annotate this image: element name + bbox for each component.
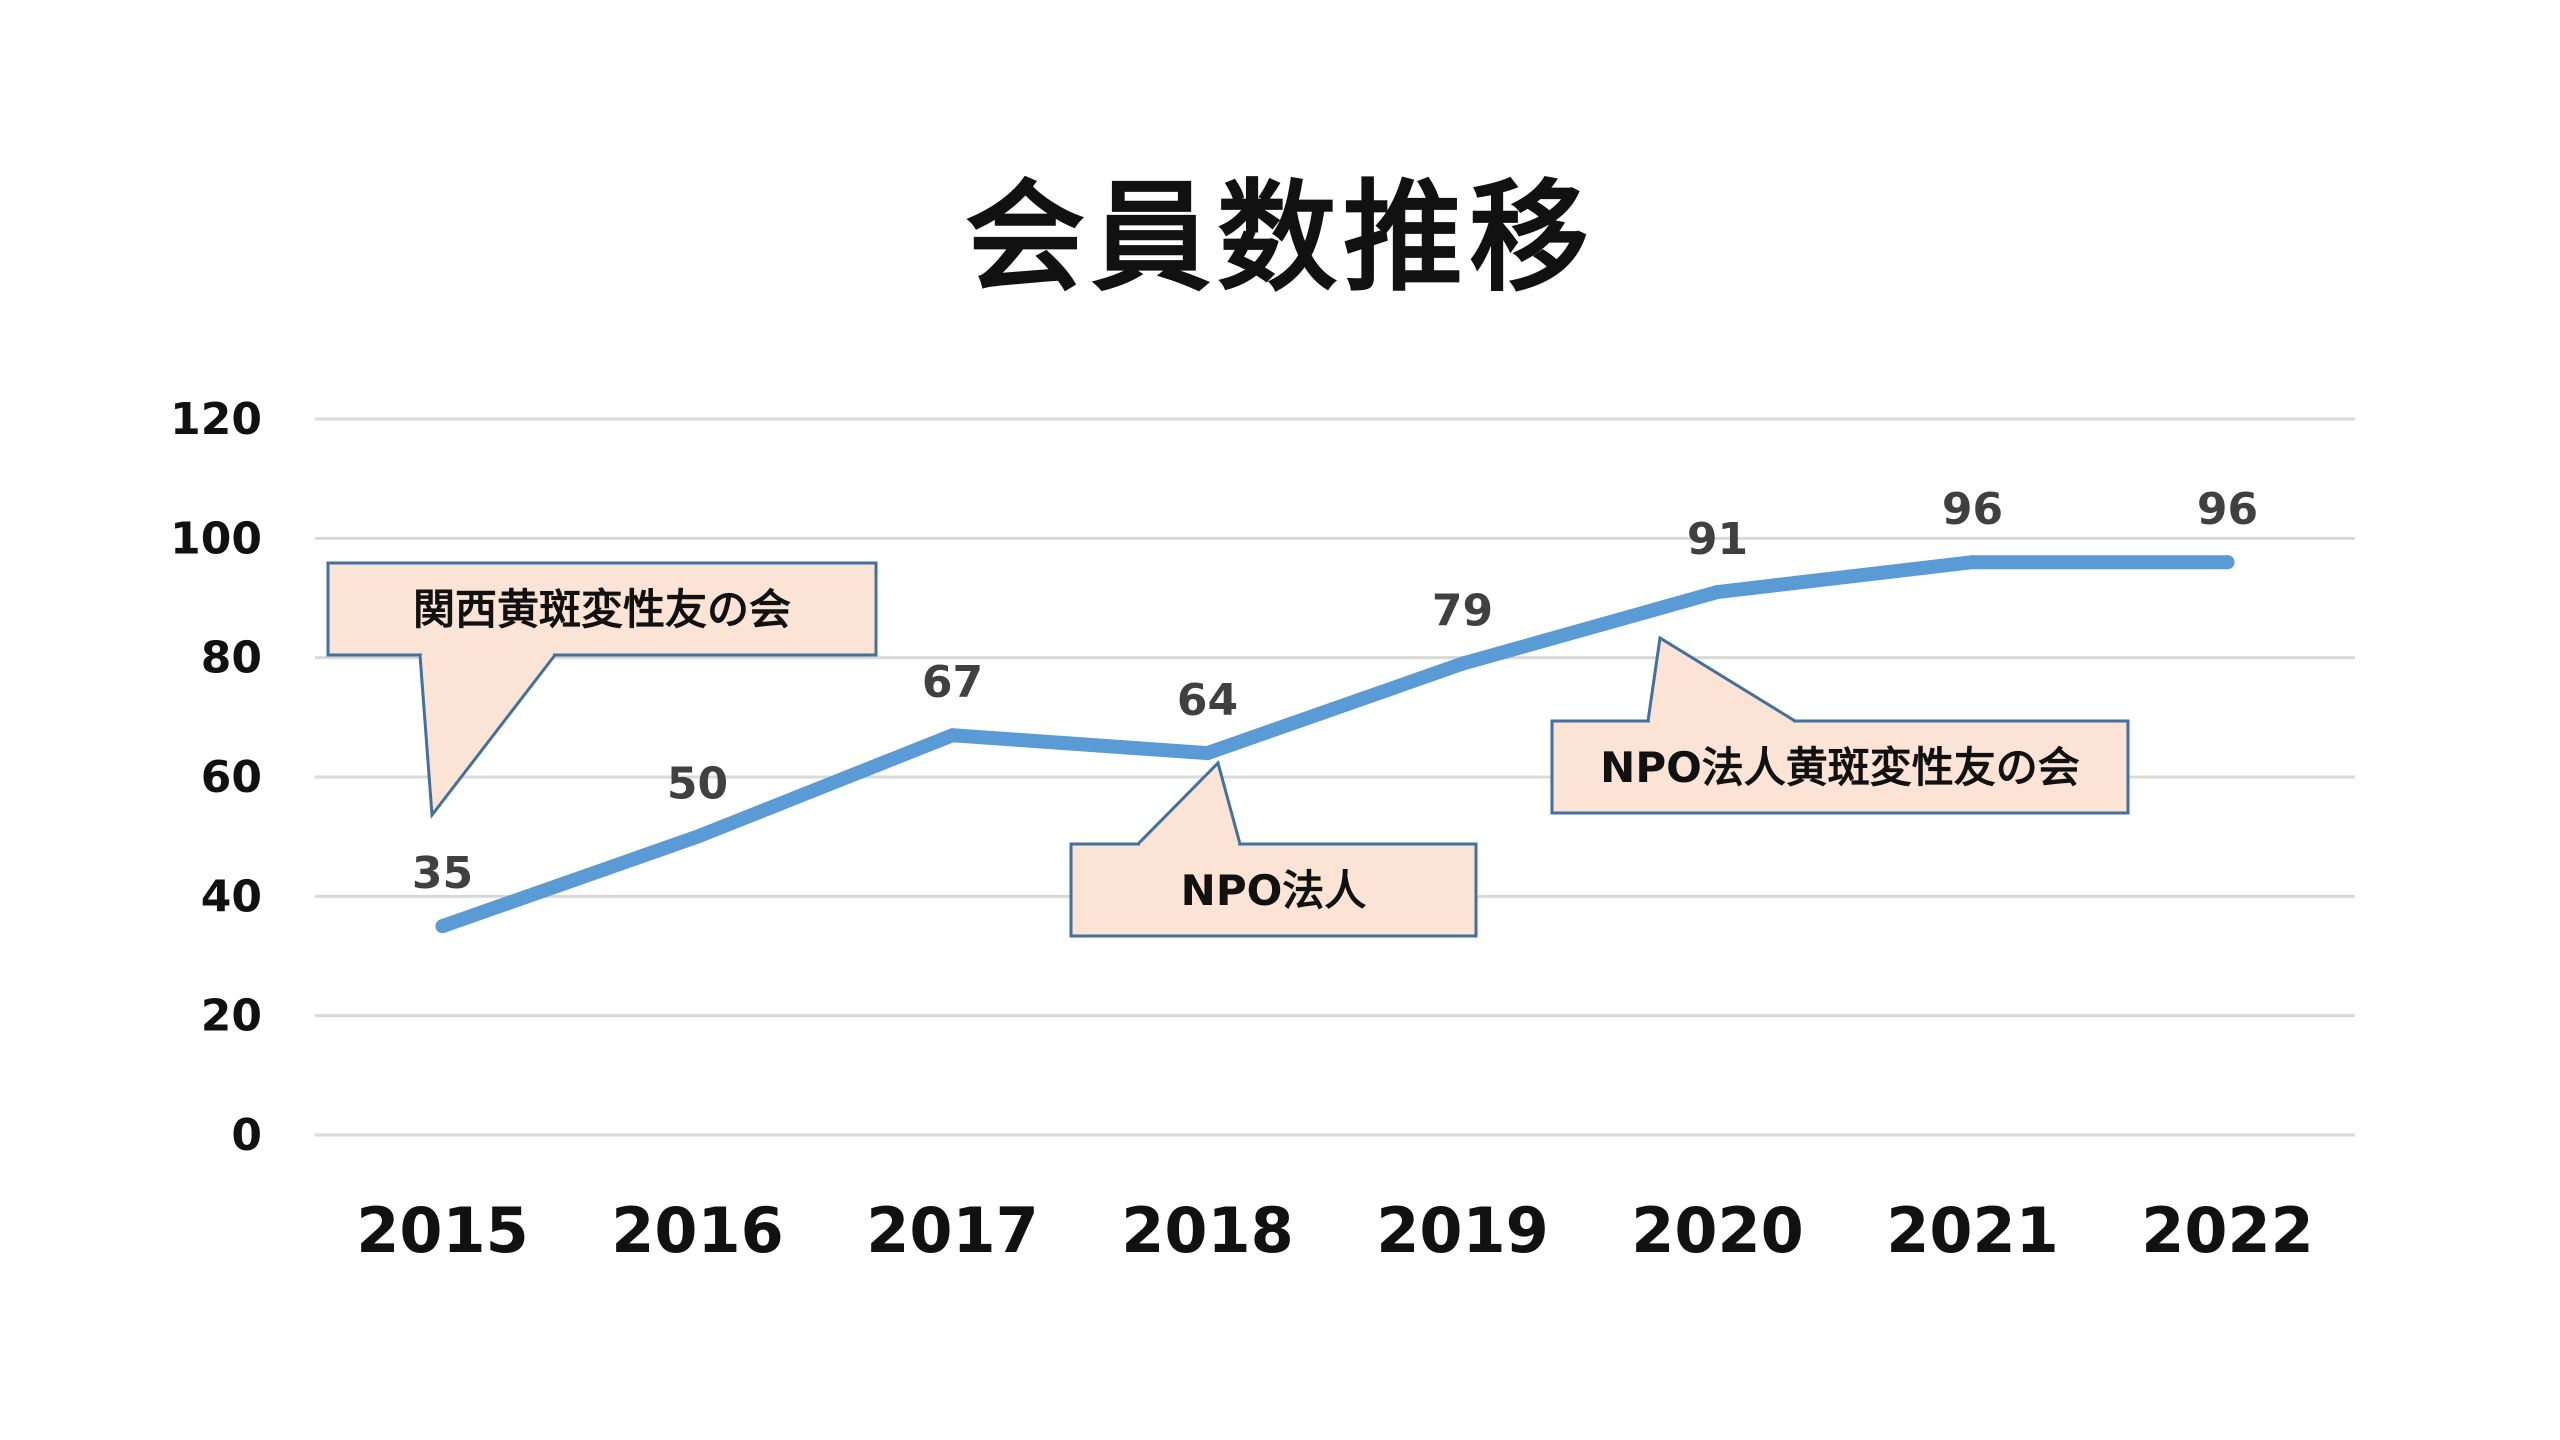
y-axis: 0 20 40 60 80 100 120 [170, 394, 262, 1161]
data-point [1200, 746, 1215, 761]
callout-pointer [420, 655, 555, 815]
data-point [1710, 585, 1725, 600]
data-label: 79 [1432, 586, 1493, 637]
y-tick-label: 80 [201, 633, 262, 684]
x-axis: 2015 2016 2017 2018 2019 2020 2021 2022 [356, 1194, 2314, 1267]
callout-label: NPO法人 [1181, 866, 1367, 915]
callout: 関西黄斑変性友の会 [326, 561, 878, 820]
data-labels: 35 50 67 64 79 91 96 96 [412, 484, 2258, 899]
data-label: 50 [667, 759, 728, 810]
y-tick-label: 0 [231, 1110, 262, 1161]
data-label: 35 [412, 848, 473, 899]
data-label: 91 [1687, 514, 1748, 565]
callouts: 関西黄斑変性友の会 NPO法人 NPO法人黄斑変性友の会 [326, 561, 2130, 938]
data-point [435, 919, 450, 934]
x-tick-label: 2015 [356, 1194, 529, 1267]
callout-label: NPO法人黄斑変性友の会 [1600, 743, 2080, 792]
callout-pointer-outline [1136, 760, 1242, 846]
callout-box [326, 561, 878, 657]
x-tick-label: 2018 [1121, 1194, 1294, 1267]
chart-title: 会員数推移 [965, 169, 1595, 308]
callout-pointer [1648, 638, 1795, 721]
x-tick-label: 2020 [1631, 1194, 1804, 1267]
callout-pointer-outline [418, 654, 557, 820]
data-point [945, 728, 960, 743]
x-tick-label: 2016 [611, 1194, 784, 1267]
data-label: 96 [1942, 484, 2003, 535]
data-label: 96 [2197, 484, 2258, 535]
x-tick-label: 2021 [1886, 1194, 2059, 1267]
data-point [1455, 656, 1470, 671]
y-tick-label: 100 [170, 513, 262, 564]
y-tick-label: 20 [201, 991, 262, 1042]
data-label: 64 [1177, 675, 1238, 726]
callout: NPO法人黄斑変性友の会 [1550, 635, 2130, 815]
x-tick-label: 2022 [2141, 1194, 2314, 1267]
callout-box [1069, 842, 1478, 938]
callout-pointer-outline [1646, 635, 1796, 723]
callout: NPO法人 [1069, 760, 1478, 938]
callout-pointer [1138, 763, 1240, 844]
x-tick-label: 2017 [866, 1194, 1039, 1267]
y-tick-label: 120 [170, 394, 262, 445]
x-tick-label: 2019 [1376, 1194, 1549, 1267]
data-label: 67 [922, 657, 983, 708]
data-point [1965, 555, 1980, 570]
y-tick-label: 40 [201, 871, 262, 922]
data-point [690, 829, 705, 844]
series-line [435, 555, 2235, 934]
data-point [2220, 555, 2235, 570]
series-line-layer [435, 555, 2235, 934]
callout-box [1550, 719, 2130, 815]
y-tick-label: 60 [201, 752, 262, 803]
callout-label: 関西黄斑変性友の会 [413, 585, 791, 634]
